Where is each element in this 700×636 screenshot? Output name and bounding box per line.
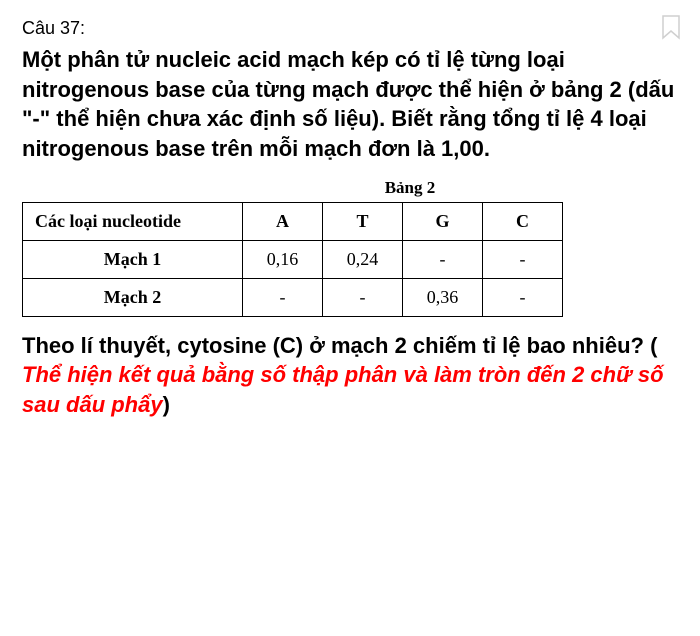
table-row-label: Mạch 1 — [23, 240, 243, 278]
bookmark-icon[interactable] — [660, 14, 682, 45]
answer-prompt-part1: Theo lí thuyết, cytosine (C) ở mạch 2 ch… — [22, 333, 657, 358]
table-header-col: T — [323, 202, 403, 240]
table-header-col: A — [243, 202, 323, 240]
table-cell: 0,16 — [243, 240, 323, 278]
table-cell: 0,24 — [323, 240, 403, 278]
answer-prompt: Theo lí thuyết, cytosine (C) ở mạch 2 ch… — [22, 331, 678, 420]
table-header-col: C — [483, 202, 563, 240]
question-text: Một phân tử nucleic acid mạch kép có tỉ … — [22, 45, 678, 164]
table-header-col: G — [403, 202, 483, 240]
table-caption: Bảng 2 — [142, 178, 678, 198]
table-cell: - — [403, 240, 483, 278]
table-header-row: Các loại nucleotide A T G C — [23, 202, 563, 240]
answer-prompt-part2: ) — [163, 392, 170, 417]
table-cell: - — [243, 278, 323, 316]
table-row: Mạch 1 0,16 0,24 - - — [23, 240, 563, 278]
table-cell: - — [323, 278, 403, 316]
question-label: Câu 37: — [22, 18, 678, 39]
answer-prompt-red: Thể hiện kết quả bằng số thập phân và là… — [22, 362, 664, 417]
table-row-label: Mạch 2 — [23, 278, 243, 316]
data-table: Các loại nucleotide A T G C Mạch 1 0,16 … — [22, 202, 563, 317]
question-text-part1: Một phân tử nucleic acid mạch kép có tỉ … — [22, 47, 565, 102]
table-cell: - — [483, 240, 563, 278]
table-cell: 0,36 — [403, 278, 483, 316]
question-text-bold1: bảng 2 — [551, 77, 622, 102]
table-header-label: Các loại nucleotide — [23, 202, 243, 240]
table-row: Mạch 2 - - 0,36 - — [23, 278, 563, 316]
table-cell: - — [483, 278, 563, 316]
